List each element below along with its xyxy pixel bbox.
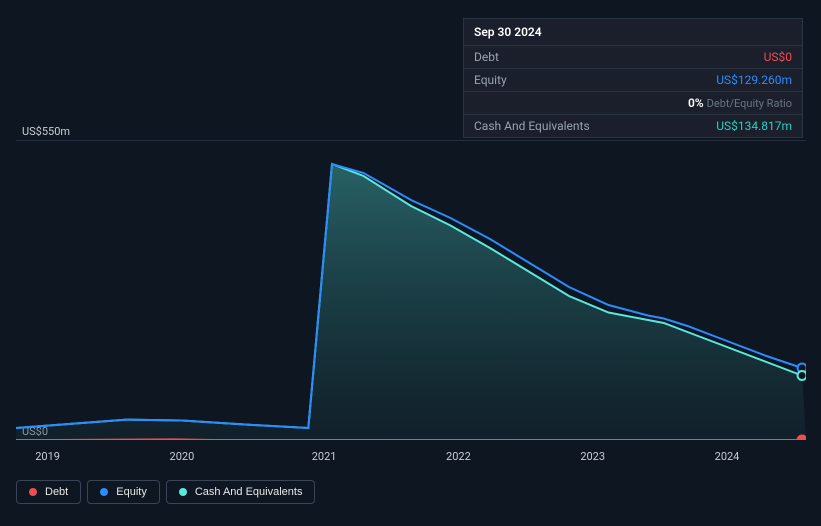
xaxis-tick: 2020 bbox=[170, 450, 195, 463]
tooltip-value-cash: US$134.817m bbox=[716, 119, 792, 133]
tooltip-label-equity: Equity bbox=[474, 73, 507, 87]
tooltip-value-ratio: 0% Debt/Equity Ratio bbox=[688, 96, 792, 110]
xaxis-tick: 2024 bbox=[715, 450, 740, 463]
legend-label-equity: Equity bbox=[116, 486, 147, 498]
end-marker-debt bbox=[798, 436, 806, 441]
xaxis-tick: 2023 bbox=[580, 450, 605, 463]
tooltip-row-ratio: 0% Debt/Equity Ratio bbox=[464, 91, 802, 114]
tooltip-label-cash: Cash And Equivalents bbox=[474, 119, 590, 133]
end-marker-cash bbox=[798, 371, 806, 380]
xaxis-tick: 2019 bbox=[35, 450, 60, 463]
tooltip-value-equity: US$129.260m bbox=[716, 73, 792, 87]
tooltip-label-debt: Debt bbox=[474, 50, 499, 64]
chart-plot bbox=[16, 140, 806, 440]
xaxis-tick: 2021 bbox=[312, 450, 337, 463]
legend-item-cash[interactable]: Cash And Equivalents bbox=[166, 480, 316, 504]
legend-label-cash: Cash And Equivalents bbox=[195, 486, 303, 498]
legend-dot-debt bbox=[29, 488, 37, 496]
tooltip-date: Sep 30 2024 bbox=[464, 19, 802, 45]
chart-legend: Debt Equity Cash And Equivalents bbox=[16, 480, 315, 504]
tooltip-row-equity: Equity US$129.260m bbox=[464, 68, 802, 91]
legend-item-debt[interactable]: Debt bbox=[16, 480, 81, 504]
chart-container: Sep 30 2024 Debt US$0 Equity US$129.260m… bbox=[0, 0, 821, 526]
tooltip-row-cash: Cash And Equivalents US$134.817m bbox=[464, 114, 802, 137]
series-debt-line bbox=[16, 439, 802, 440]
tooltip-row-debt: Debt US$0 bbox=[464, 45, 802, 68]
xaxis-tick: 2022 bbox=[446, 450, 471, 463]
legend-dot-cash bbox=[179, 488, 187, 496]
chart-tooltip: Sep 30 2024 Debt US$0 Equity US$129.260m… bbox=[463, 18, 803, 138]
tooltip-value-debt: US$0 bbox=[764, 50, 792, 64]
legend-dot-equity bbox=[100, 488, 108, 496]
legend-item-equity[interactable]: Equity bbox=[87, 480, 160, 504]
legend-label-debt: Debt bbox=[45, 486, 68, 498]
yaxis-max-label: US$550m bbox=[22, 125, 70, 138]
